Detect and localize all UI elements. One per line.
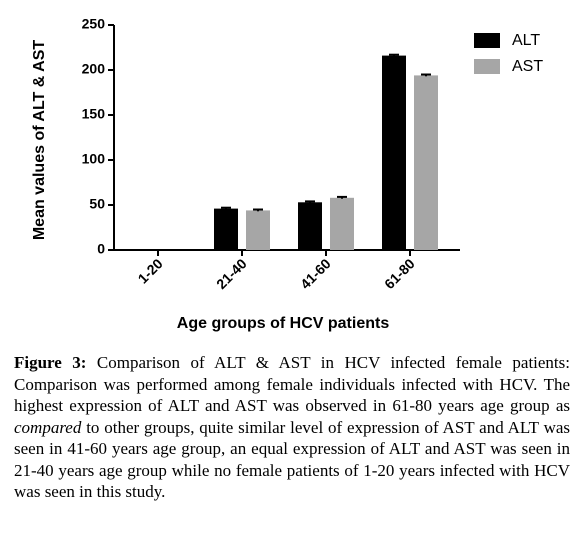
bar	[246, 210, 270, 250]
legend-swatch	[474, 59, 500, 74]
error-bar	[253, 208, 263, 212]
x-tick-label: 21-40	[213, 255, 250, 292]
y-tick-label: 100	[82, 151, 106, 167]
error-bar	[305, 200, 315, 204]
bar	[382, 55, 406, 250]
x-axis-label: Age groups of HCV patients	[177, 315, 390, 332]
caption-label: Figure 3:	[14, 353, 87, 372]
bar	[298, 202, 322, 250]
bar	[214, 208, 238, 250]
chart: Mean values of ALT & AST Age groups of H…	[31, 16, 543, 333]
caption-text: to other groups, quite similar level of …	[14, 417, 571, 502]
error-bar	[421, 73, 431, 77]
y-tick-label: 0	[97, 241, 105, 257]
y-tick-label: 50	[89, 196, 105, 212]
legend-label: ALT	[512, 32, 540, 49]
y-tick-label: 250	[82, 16, 106, 32]
error-bar	[221, 206, 231, 210]
y-tick-label: 150	[82, 106, 106, 122]
legend-label: AST	[512, 58, 543, 75]
bar	[330, 197, 354, 250]
x-tick-label: 61-80	[381, 255, 418, 292]
x-tick-label: 1-20	[135, 255, 166, 286]
y-axis-label: Mean values of ALT & AST	[31, 40, 48, 241]
caption: Figure 3: Comparison of ALT & AST in HCV…	[14, 352, 570, 503]
error-bar	[337, 195, 347, 199]
caption-text: Comparison of ALT & AST in HCV infected …	[14, 353, 570, 415]
x-tick-label: 41-60	[297, 255, 334, 292]
error-bar	[389, 53, 399, 57]
caption-emphasis: compared	[14, 417, 82, 437]
bar	[414, 75, 438, 251]
y-tick-label: 200	[82, 61, 106, 77]
legend-swatch	[474, 33, 500, 48]
